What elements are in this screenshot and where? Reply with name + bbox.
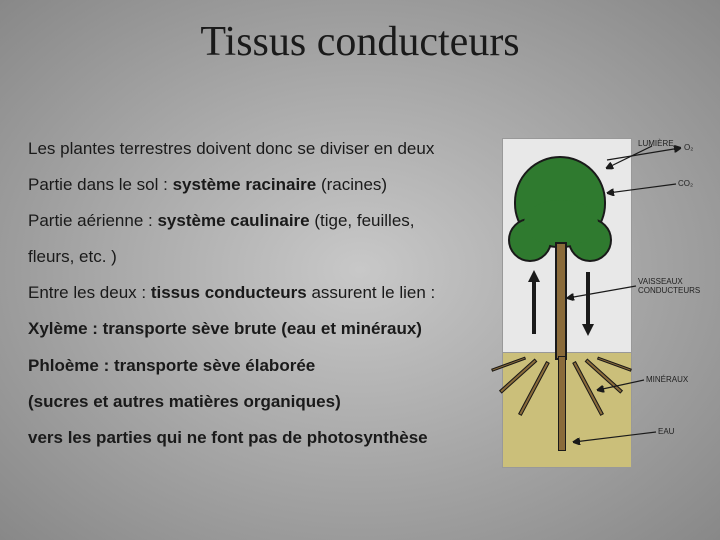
page-title: Tissus conducteurs [0,18,720,66]
down-arrow-icon [580,268,596,338]
text-line: (sucres et autres matières organiques) [28,391,498,413]
text-line: Partie dans le sol : système racinaire (… [28,174,498,196]
body-text: Les plantes terrestres doivent donc se d… [28,138,498,463]
up-arrow-icon [526,268,542,338]
text-line: Entre les deux : tissus conducteurs assu… [28,282,498,304]
text-line: Xylème : transporte sève brute (eau et m… [28,318,498,340]
text-line: Phloème : transporte sève élaborée [28,355,498,377]
tree-diagram: LUMIÈRE O₂ CO₂ VAISSEAUX CONDUCTEURS MIN… [502,138,702,478]
text-line: Partie aérienne : système caulinaire (ti… [28,210,498,232]
text-line: Les plantes terrestres doivent donc se d… [28,138,498,160]
text-line: fleurs, etc. ) [28,246,498,268]
text-line: vers les parties qui ne font pas de phot… [28,427,498,449]
